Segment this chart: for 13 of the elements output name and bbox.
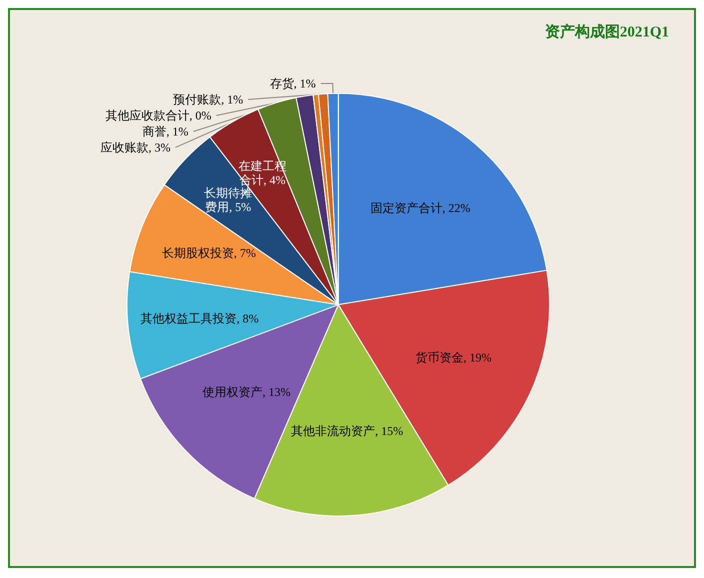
slice-label: 使用权资产, 13% bbox=[202, 385, 290, 400]
slice-label: 固定资产合计, 22% bbox=[370, 201, 470, 216]
slice-label: 长期股权投资, 7% bbox=[162, 246, 256, 260]
slice-label: 商誉, 1% bbox=[142, 124, 188, 138]
slice-label: 其他应收款合计, 0% bbox=[105, 108, 212, 122]
slice-label: 存货, 1% bbox=[270, 76, 316, 90]
slice-label: 货币资金, 19% bbox=[416, 350, 492, 365]
slice-label: 预付账款, 1% bbox=[173, 92, 244, 106]
slice-label: 长期待摊费用, 5% bbox=[204, 186, 252, 214]
slice-label: 其他非流动资产, 15% bbox=[291, 424, 404, 438]
slice-label: 其他权益工具投资, 8% bbox=[140, 312, 259, 326]
text: 资产构成图2021Q1 bbox=[544, 24, 670, 40]
slice-label: 应收账款, 3% bbox=[100, 140, 170, 154]
